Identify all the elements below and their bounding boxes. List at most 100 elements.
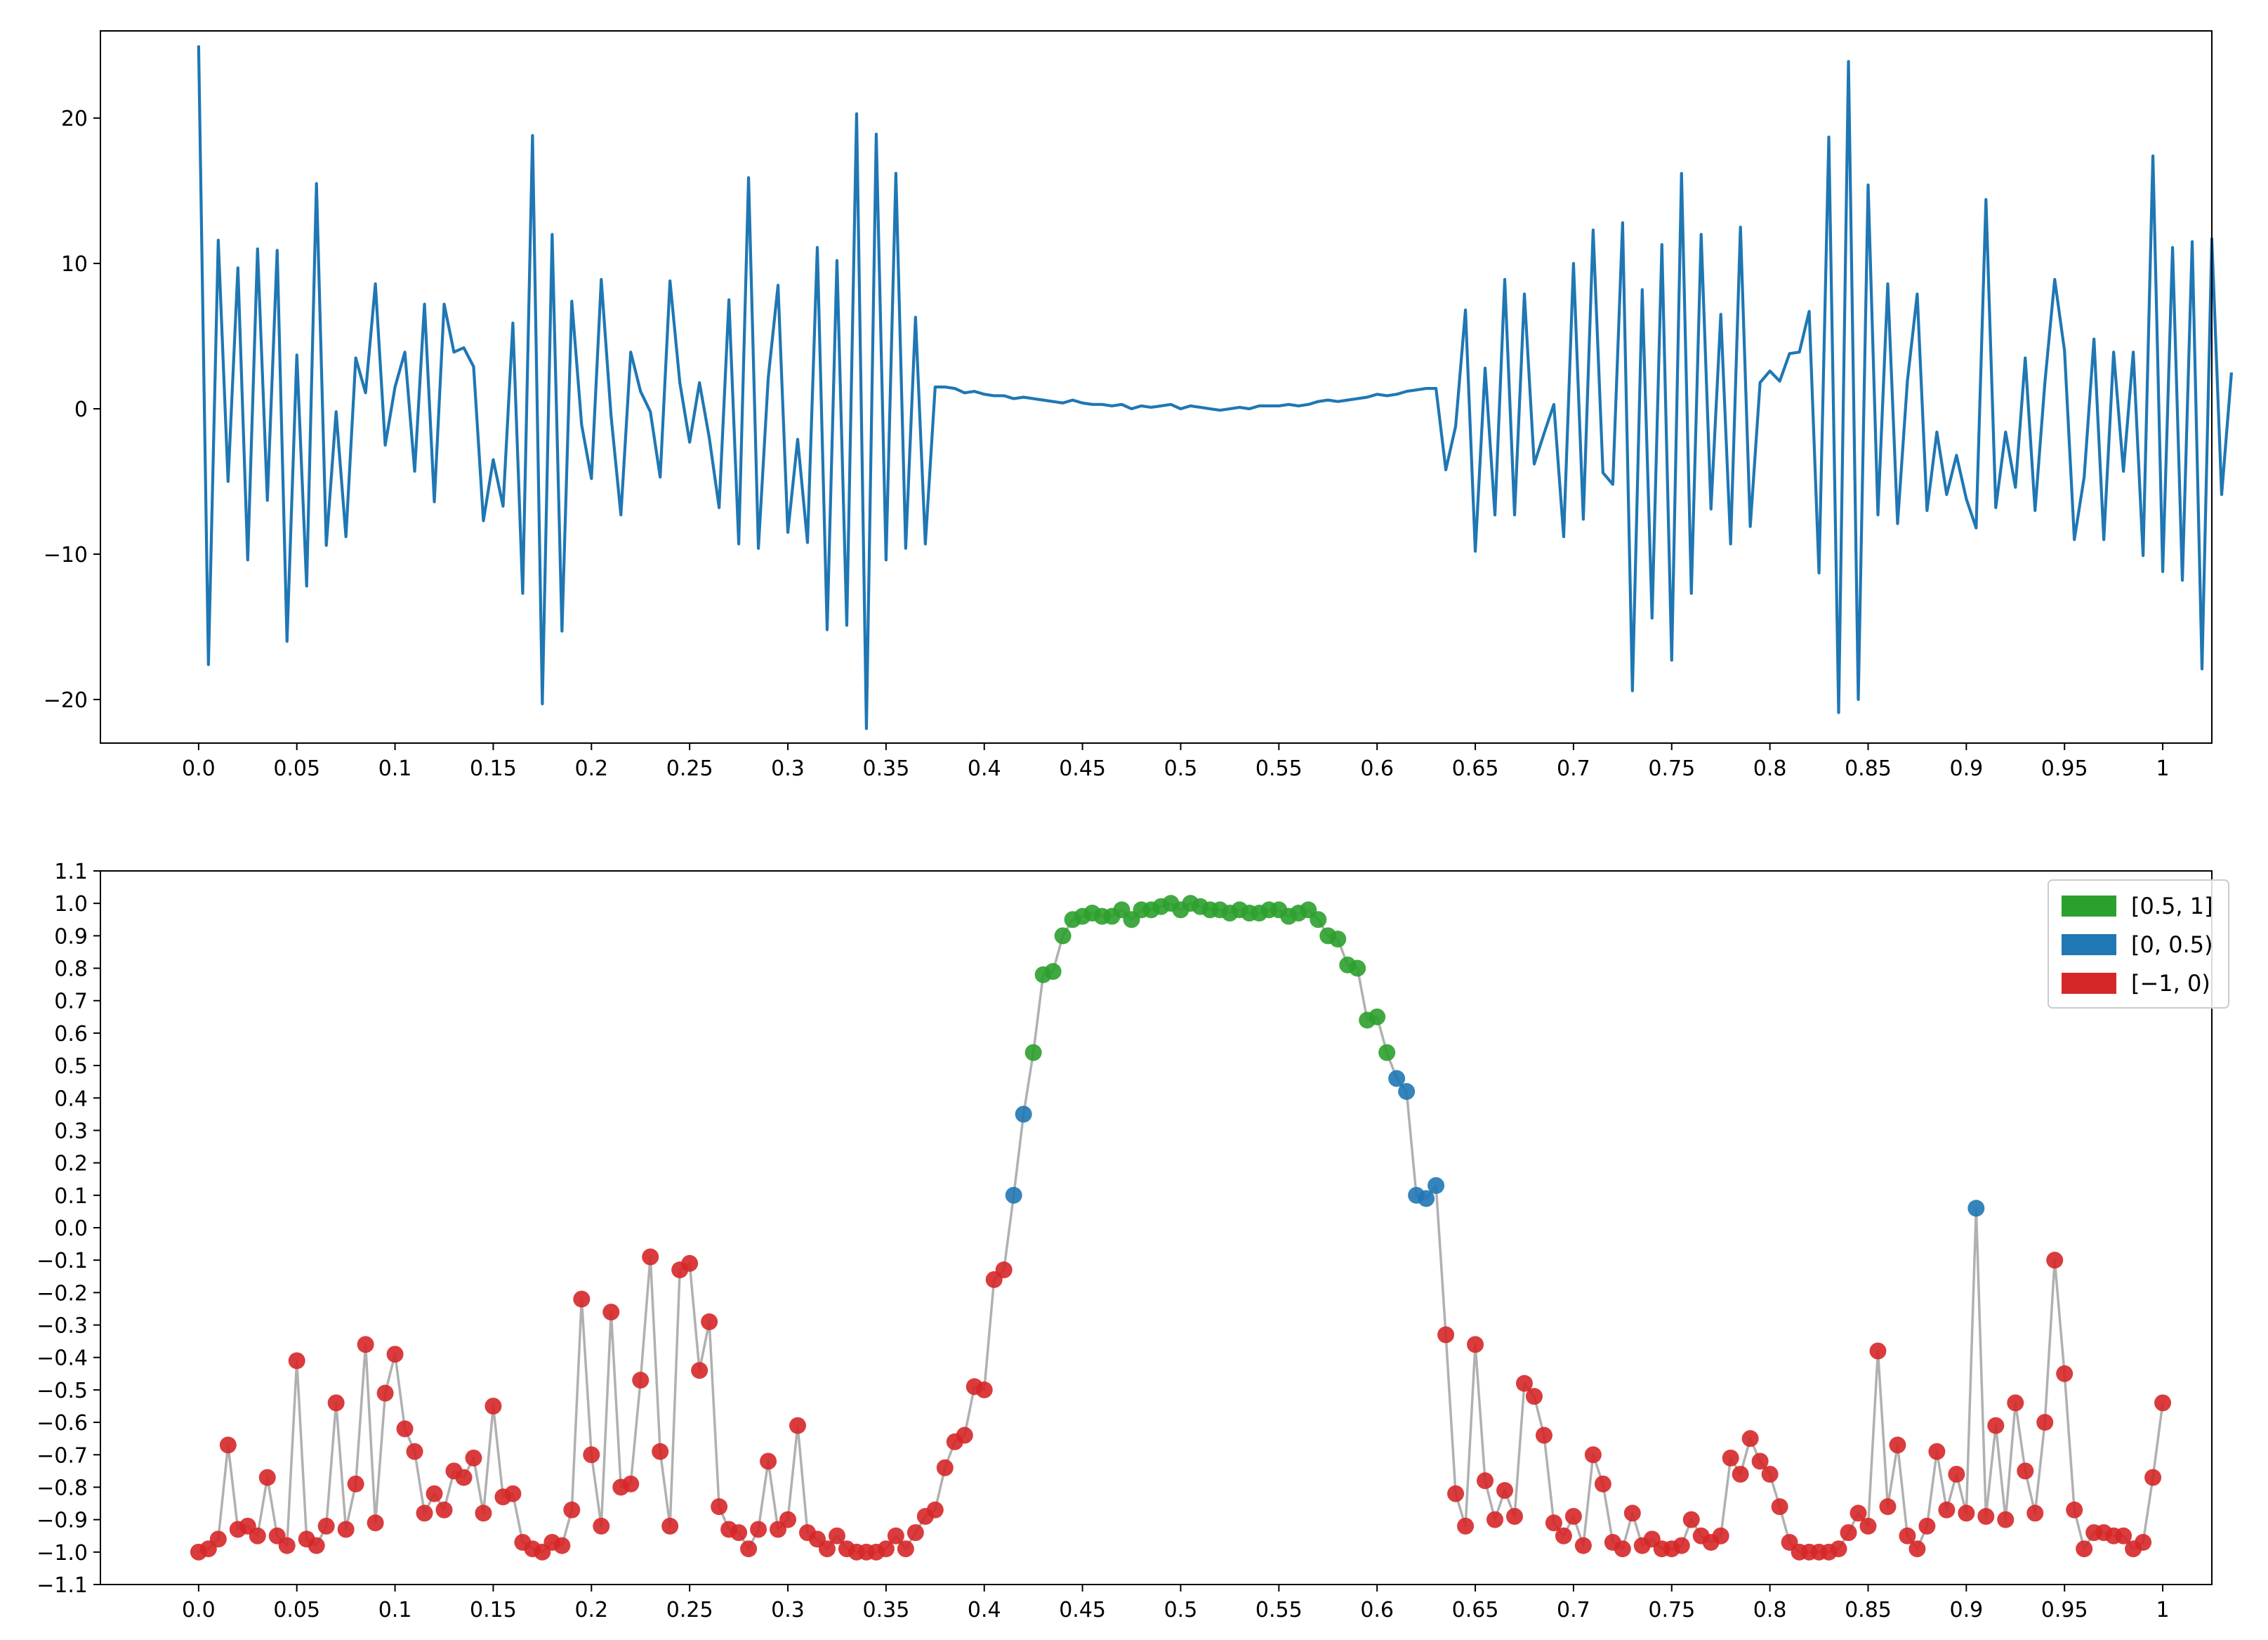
data-point (406, 1443, 423, 1460)
data-point (317, 1517, 335, 1535)
y-tick-label: 0.3 (54, 1119, 88, 1143)
x-tick-label: 0.45 (1059, 756, 1106, 781)
data-point (1967, 1200, 1985, 1217)
x-tick-label: 0.0 (182, 1598, 216, 1622)
y-tick-label: 0.9 (54, 924, 88, 949)
y-tick-label: −0.7 (37, 1443, 88, 1468)
data-point (828, 1527, 845, 1544)
x-tick-label: 0.05 (273, 1598, 320, 1622)
data-point (1899, 1527, 1916, 1544)
y-tick-label: −0.1 (37, 1249, 88, 1273)
data-point (1614, 1540, 1631, 1558)
data-point (2017, 1462, 2034, 1480)
data-point (583, 1446, 600, 1464)
data-point (1594, 1475, 1611, 1493)
data-point (691, 1362, 708, 1379)
axes-frame (100, 30, 2213, 744)
x-tick-label: 1 (2156, 1598, 2170, 1622)
legend-label: [−1, 0) (2131, 970, 2210, 997)
x-tick-label: 0.95 (2041, 756, 2088, 781)
x-tick-label: 0.2 (574, 1598, 608, 1622)
data-point (219, 1436, 237, 1454)
data-point (2066, 1501, 2083, 1518)
data-point (1997, 1511, 2015, 1528)
y-tick-label: −0.6 (37, 1411, 88, 1436)
x-tick-label: 0.3 (771, 1598, 805, 1622)
y-tick-label: −0.8 (37, 1476, 88, 1500)
data-point (573, 1290, 591, 1308)
y-tick-label: −1.1 (37, 1573, 88, 1598)
data-point (1938, 1501, 1956, 1518)
x-tick-label: 0.2 (574, 756, 608, 781)
y-tick-label: 0.2 (54, 1152, 88, 1176)
data-point (1741, 1430, 1759, 1448)
data-point (484, 1398, 502, 1415)
data-point (327, 1394, 345, 1412)
data-point (995, 1261, 1013, 1279)
data-point (1751, 1452, 1769, 1470)
data-point (416, 1504, 433, 1522)
y-tick-label: −0.9 (37, 1509, 88, 1533)
data-point (357, 1336, 374, 1353)
x-tick-label: 0.8 (1753, 756, 1787, 781)
data-point (1054, 927, 1072, 945)
data-point (347, 1475, 364, 1493)
data-point (740, 1540, 758, 1558)
data-point (2026, 1504, 2044, 1522)
data-point (1958, 1504, 1975, 1522)
data-point (553, 1537, 571, 1554)
data-point (1044, 963, 1062, 980)
data-point (1398, 1083, 1416, 1101)
data-point (258, 1469, 276, 1486)
data-point (2154, 1394, 2172, 1412)
data-point (681, 1254, 699, 1272)
x-tick-label: 0.85 (1845, 1598, 1892, 1622)
y-tick-label: 0 (74, 398, 88, 422)
y-tick-label: 20 (61, 107, 88, 131)
x-tick-label: 0.4 (968, 1598, 1001, 1622)
legend-label: [0, 0.5) (2131, 931, 2213, 958)
x-tick-label: 0.65 (1452, 1598, 1499, 1622)
data-point (396, 1420, 414, 1438)
data-point (1515, 1375, 1533, 1392)
x-tick-label: 0.7 (1557, 1598, 1590, 1622)
data-point (1712, 1527, 1729, 1544)
top-line-chart: 0.0 0.05 0.1 0.15 0.2 0.25 0.3 0.35 0.4 0.45 0.5 0.… (44, 30, 2234, 781)
data-point (1447, 1485, 1465, 1502)
y-tick-label: −0.4 (37, 1346, 88, 1371)
data-point (779, 1511, 797, 1528)
x-tick-label: 0.8 (1753, 1598, 1787, 1622)
data-point (1329, 930, 1347, 947)
data-point (956, 1426, 973, 1444)
data-point (278, 1537, 296, 1554)
data-point (1564, 1508, 1582, 1526)
data-point (249, 1527, 266, 1544)
y-tick-label: −0.2 (37, 1281, 88, 1306)
data-point (1682, 1511, 1700, 1528)
data-point (386, 1346, 404, 1363)
data-point (563, 1501, 581, 1518)
y-tick-label: 0.8 (54, 957, 88, 982)
data-point (1977, 1508, 1995, 1526)
data-point (1428, 1176, 1445, 1194)
y-tick-label: 10 (61, 252, 88, 277)
data-point (376, 1384, 394, 1402)
x-tick-label: 0.5 (1164, 1598, 1198, 1622)
y-tick-label: 0.5 (54, 1054, 88, 1079)
data-point (877, 1540, 895, 1558)
data-point (818, 1540, 836, 1558)
x-tick-label: 0.6 (1360, 1598, 1394, 1622)
data-point (2135, 1533, 2152, 1551)
data-point (1437, 1326, 1455, 1344)
data-point (455, 1469, 473, 1486)
data-point (1722, 1449, 1739, 1467)
data-point (2144, 1469, 2162, 1486)
x-tick-label: 0.55 (1255, 756, 1303, 781)
data-point (975, 1381, 993, 1398)
series-line (197, 45, 2234, 730)
data-point (435, 1501, 453, 1518)
data-point (1879, 1498, 1897, 1516)
data-point (1496, 1482, 1513, 1500)
data-point (1574, 1537, 1592, 1554)
